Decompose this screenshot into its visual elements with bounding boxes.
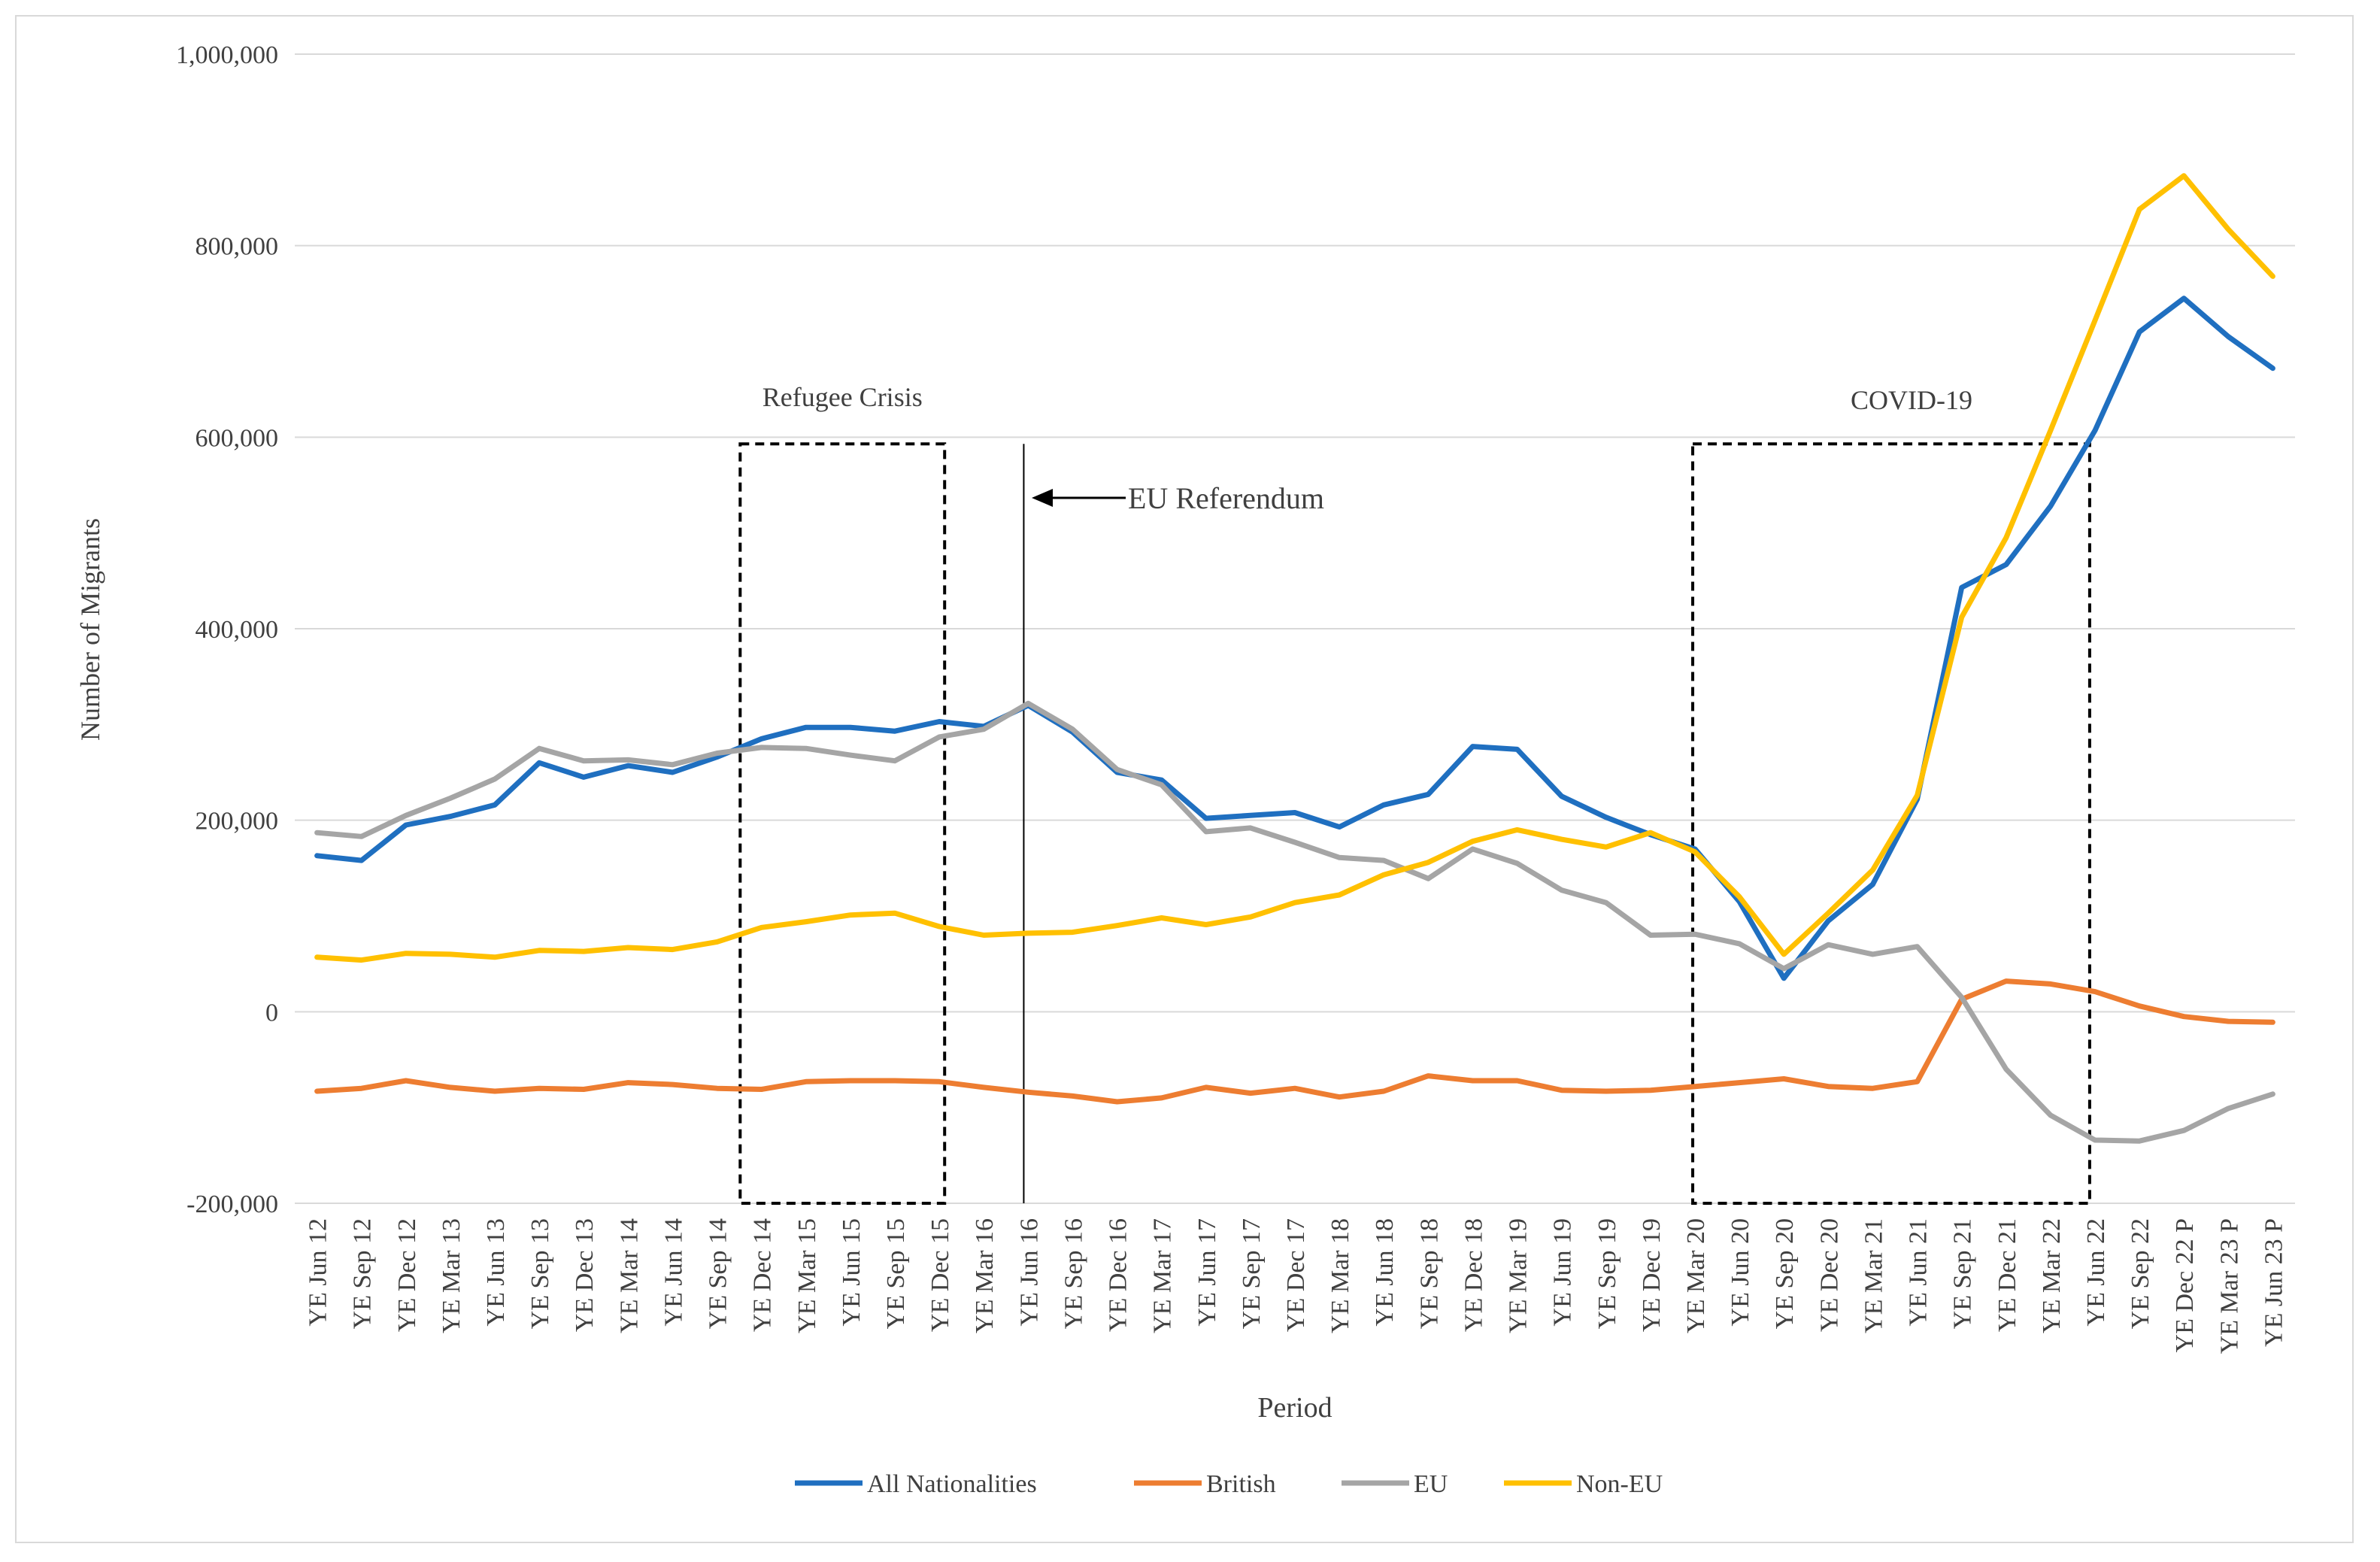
x-tick-label: YE Dec 12	[393, 1218, 421, 1332]
x-tick-label: YE Mar 17	[1149, 1218, 1177, 1333]
x-tick-label: YE Sep 19	[1593, 1218, 1621, 1329]
x-tick-label: YE Jun 16	[1015, 1218, 1043, 1327]
x-tick-label: YE Mar 21	[1860, 1218, 1887, 1333]
x-tick-label: YE Jun 21	[1905, 1218, 1933, 1327]
x-tick-label: YE Mar 22	[2038, 1218, 2066, 1333]
gridlines	[295, 53, 2295, 1204]
x-tick-label: YE Dec 16	[1105, 1218, 1132, 1332]
x-tick-label: YE Mar 18	[1326, 1218, 1354, 1333]
series-line-all-nationalities	[314, 296, 2275, 981]
y-tick-label: 200,000	[196, 808, 279, 836]
x-tick-label: YE Dec 19	[1638, 1218, 1666, 1332]
x-tick-label: YE Sep 16	[1060, 1218, 1087, 1329]
x-tick-label: YE Dec 20	[1815, 1218, 1843, 1332]
x-tick-label: YE Sep 15	[882, 1218, 910, 1329]
eu-referendum-arrow	[1032, 489, 1126, 507]
x-tick-label: YE Jun 22	[2082, 1218, 2110, 1327]
covid-box	[1691, 442, 2091, 1205]
eu-referendum-label: EU Referendum	[1128, 481, 1324, 515]
series-line-british	[314, 978, 2275, 1105]
x-tick-label: YE Mar 14	[615, 1218, 643, 1333]
series-lines	[314, 173, 2275, 1144]
y-tick-labels: -200,000 0 200,000 400,000 600,000 800,000 1,0…	[176, 41, 278, 1218]
series-line-eu	[314, 700, 2275, 1144]
series-line-non-eu	[314, 173, 2275, 963]
y-tick-label: 0	[265, 999, 278, 1027]
x-tick-label: YE Sep 13	[526, 1218, 554, 1329]
y-tick-label: 1,000,000	[176, 41, 278, 69]
x-tick-label: YE Sep 21	[1949, 1218, 1977, 1329]
x-tick-label: YE Mar 16	[971, 1218, 999, 1333]
x-tick-label: YE Jun 18	[1371, 1218, 1399, 1327]
x-tick-label: YE Jun 23 P	[2260, 1218, 2288, 1347]
x-tick-label: YE Jun 13	[482, 1218, 510, 1327]
x-tick-label: YE Mar 13	[438, 1218, 465, 1333]
x-tick-label: YE Dec 14	[749, 1218, 777, 1332]
x-tick-label: YE Jun 17	[1193, 1218, 1221, 1327]
x-tick-label: YE Mar 23 P	[2215, 1218, 2243, 1354]
x-tick-label: YE Sep 18	[1415, 1218, 1443, 1329]
x-tick-label: YE Dec 22 P	[2171, 1218, 2199, 1352]
chart-frame: -200,000 0 200,000 400,000 600,000 800,000 1,0…	[15, 15, 2354, 1543]
x-tick-label: YE Mar 15	[793, 1218, 821, 1333]
legend-label-all-nationalities: All Nationalities	[867, 1470, 1037, 1498]
x-tick-label: YE Mar 19	[1505, 1218, 1533, 1333]
legend-label-non-eu: Non-EU	[1576, 1470, 1663, 1498]
x-tick-label: YE Sep 12	[349, 1218, 377, 1329]
x-tick-label: YE Dec 17	[1282, 1218, 1310, 1332]
line-chart: -200,000 0 200,000 400,000 600,000 800,000 1,0…	[75, 41, 2295, 1498]
legend-label-british: British	[1206, 1470, 1276, 1498]
y-tick-label: -200,000	[186, 1190, 278, 1218]
x-tick-label: YE Dec 21	[1993, 1218, 2021, 1332]
legend: All Nationalities British EU Non-EU	[795, 1470, 1663, 1498]
x-tick-label: YE Jun 20	[1727, 1218, 1754, 1327]
x-tick-label: YE Sep 17	[1238, 1218, 1266, 1329]
x-tick-label: YE Sep 22	[2127, 1218, 2154, 1329]
refugee-crisis-label: Refugee Crisis	[763, 382, 923, 412]
x-tick-label: YE Jun 15	[838, 1218, 866, 1327]
legend-label-eu: EU	[1414, 1470, 1448, 1498]
y-axis-label: Number of Migrants	[75, 518, 105, 741]
x-tick-label: YE Dec 13	[571, 1218, 599, 1332]
x-tick-label: YE Jun 14	[659, 1218, 687, 1327]
x-axis-label: Period	[1257, 1392, 1332, 1424]
x-tick-label: YE Sep 20	[1771, 1218, 1799, 1329]
y-tick-label: 600,000	[196, 424, 279, 452]
x-tick-label: YE Mar 20	[1682, 1218, 1710, 1333]
y-tick-label: 400,000	[196, 616, 279, 644]
x-tick-label: YE Dec 15	[926, 1218, 954, 1332]
covid-label: COVID-19	[1851, 385, 1972, 415]
x-tick-label: YE Sep 14	[705, 1218, 732, 1329]
x-tick-labels: YE Jun 12 YE Sep 12 YE Dec 12 YE Mar 13 YE J…	[305, 1218, 2288, 1354]
y-tick-label: 800,000	[196, 233, 279, 261]
x-tick-label: YE Dec 18	[1460, 1218, 1487, 1332]
x-tick-label: YE Jun 19	[1549, 1218, 1577, 1327]
x-tick-label: YE Jun 12	[305, 1218, 332, 1327]
